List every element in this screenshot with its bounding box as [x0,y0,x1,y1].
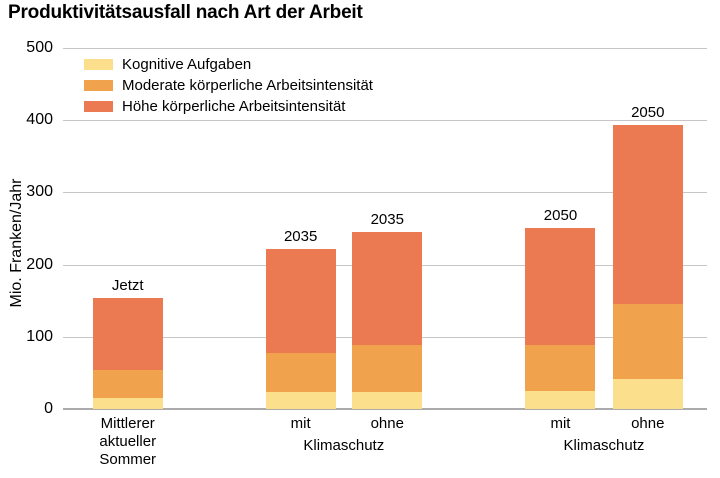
x-axis-label-line: mit [550,415,571,432]
legend-row-moderate: Moderate körperliche Arbeitsintensität [84,76,373,94]
gridline [63,192,707,194]
y-tick-label: 200 [26,255,53,273]
legend-swatch-icon [84,100,113,112]
stacked-bar [92,48,163,409]
x-axis-label-line: Sommer [99,451,157,468]
legend-row-hoehe: Höhe körperliche Arbeitsintensität [84,97,373,115]
stacked-bar [265,48,336,409]
bar-segment [352,344,423,392]
gridline [63,120,707,122]
bar-segment [265,352,336,393]
bar-segment [92,297,163,371]
legend-swatch-icon [84,58,113,70]
y-tick-label: 400 [26,111,53,129]
y-tick-label: 100 [26,327,53,345]
bar-segment [265,249,336,353]
bar-segment [92,370,163,399]
x-group-label: Klimaschutz [303,437,385,454]
bar-segment [525,227,596,345]
x-axis-label-line: mit [290,415,311,432]
bar-segment [525,344,596,391]
x-axis-label-line: Mittlerer [100,415,155,432]
bar-segment [352,232,423,345]
x-axis-label: Mittlerer aktueller Sommer [99,415,156,469]
legend-swatch-icon [84,79,113,91]
bar-segment [612,378,683,409]
bar-annotation-label: 2035 [370,211,404,229]
x-axis-label: mit [550,415,570,433]
plot-area: Kognitive Aufgaben Moderate körperliche … [63,48,707,410]
bar-segment [265,392,336,409]
bar-annotation-label: 2050 [631,104,665,122]
legend-label: Höhe körperliche Arbeitsintensität [122,97,346,115]
y-axis-ticks: 0 100 200 300 400 500 [0,39,56,417]
stacked-bar [352,48,423,409]
y-tick-label: 0 [44,400,53,417]
y-tick-label: 300 [26,183,53,201]
bar-segment [92,398,163,409]
gridline [63,48,707,49]
y-tick-label: 500 [26,39,53,56]
x-axis-label-line: aktueller [99,433,157,450]
stacked-bar [525,48,596,409]
x-axis-labels: Mittlerer aktueller Sommer mit ohne mit ohne Kl… [63,415,707,475]
x-axis-baseline [63,408,707,410]
bar-segment [525,390,596,409]
x-axis-label-line: ohne [631,415,665,432]
legend-label: Kognitive Aufgaben [122,55,252,73]
x-axis-label: ohne [631,415,664,433]
bar-annotation-label: 2050 [543,206,578,224]
legend-row-kognitive: Kognitive Aufgaben [84,55,373,73]
bar-segment [612,304,683,379]
bar-annotation-label: 2035 [283,228,318,246]
bar-annotation-label: Jetzt [111,276,144,294]
bar-segment [612,125,683,305]
x-axis-label: ohne [371,415,404,433]
bar-segment [352,391,423,409]
chart-legend: Kognitive Aufgaben Moderate körperliche … [84,55,373,115]
x-group-label: Klimaschutz [563,437,645,454]
x-axis-label-line: ohne [370,415,404,432]
legend-label: Moderate körperliche Arbeitsintensität [122,76,373,94]
chart-title: Produktivitätsausfall nach Art der Arbei… [8,2,363,23]
x-axis-label: mit [291,415,311,433]
stacked-bar [612,48,683,409]
